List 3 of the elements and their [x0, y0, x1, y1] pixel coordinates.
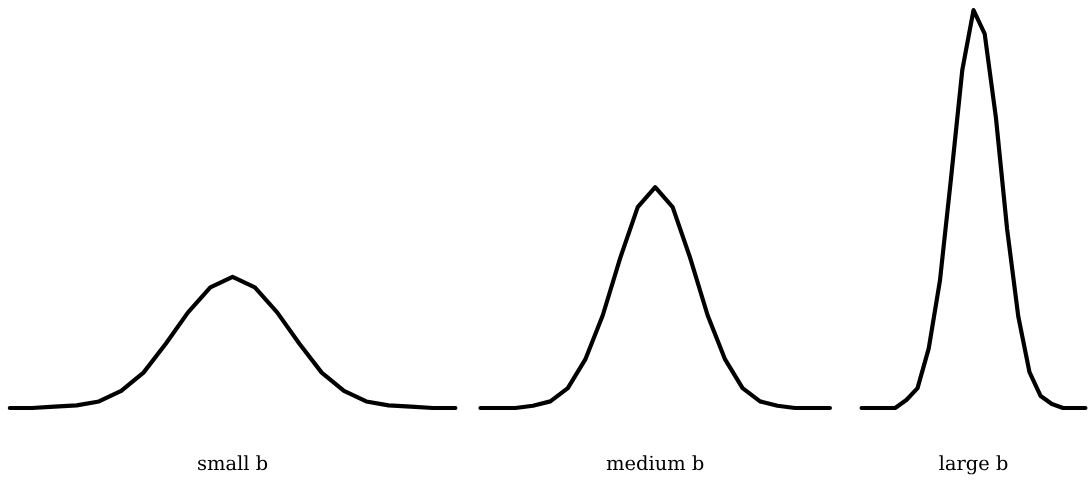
x-axis-title: large b [939, 455, 1008, 475]
x-axis-title: small b [198, 455, 268, 471]
x-axis-title: medium b [606, 455, 704, 471]
